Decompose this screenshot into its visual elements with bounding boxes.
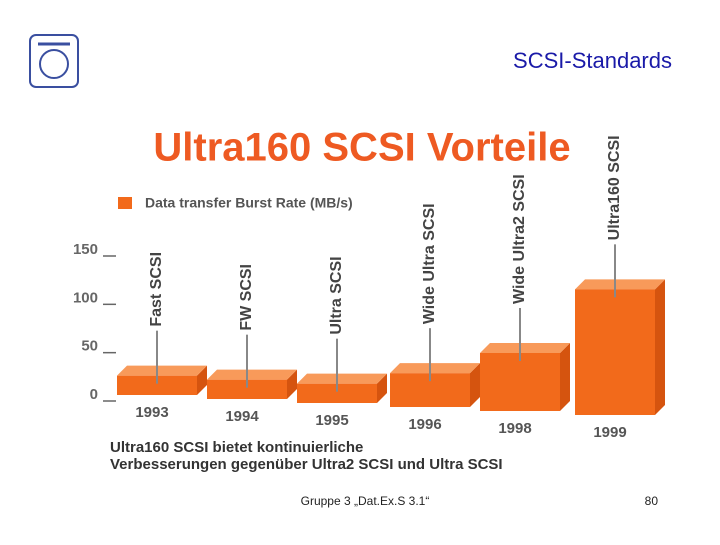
x-tick-label: 1998: [498, 420, 531, 437]
bar-label: FW SCSI: [238, 264, 255, 331]
y-tick-label: 0: [90, 386, 98, 403]
bar-label: Fast SCSI: [148, 252, 165, 327]
y-tick-label: 50: [81, 338, 98, 355]
bar: [207, 379, 287, 399]
bar-side: [287, 369, 297, 399]
bar-top: [480, 343, 570, 353]
bar: [117, 375, 197, 395]
y-tick-label: 150: [73, 241, 98, 258]
bar-label: Wide Ultra SCSI: [421, 203, 438, 324]
chart-title: Ultra160 SCSI Vorteile: [153, 126, 570, 170]
bar-top: [297, 373, 387, 384]
slide-title: SCSI-Standards: [513, 48, 672, 73]
page-number: 80: [645, 494, 659, 508]
bar-label: Ultra160 SCSI: [606, 135, 623, 240]
bar: [575, 289, 655, 415]
bar: [480, 353, 560, 411]
bar-side: [197, 365, 207, 395]
legend-swatch: [118, 197, 132, 209]
bar-label: Wide Ultra2 SCSI: [511, 174, 528, 304]
bar-label: Ultra SCSI: [328, 256, 345, 334]
x-tick-label: 1996: [408, 416, 441, 433]
bar-top: [390, 363, 480, 374]
x-tick-label: 1994: [225, 408, 259, 425]
bar-top: [575, 279, 665, 290]
legend-label: Data transfer Burst Rate (MB/s): [145, 195, 353, 211]
bar-side: [470, 363, 480, 407]
logo: [29, 34, 79, 88]
x-tick-label: 1995: [315, 412, 348, 429]
bar-side: [655, 279, 665, 415]
bar-side: [377, 373, 387, 403]
bar-top: [117, 365, 207, 376]
bar-side: [560, 343, 570, 411]
logo-emblem: [39, 49, 69, 79]
caption: Verbesserungen gegenüber Ultra2 SCSI und…: [110, 456, 503, 473]
footer: Gruppe 3 „Dat.Ex.S 3.1“: [301, 494, 430, 508]
caption: Ultra160 SCSI bietet kontinuierliche: [110, 439, 363, 456]
y-tick-label: 100: [73, 289, 98, 306]
logo-frame: [29, 34, 79, 88]
x-tick-label: 1999: [593, 424, 626, 441]
x-tick-label: 1993: [135, 404, 168, 421]
bar: [297, 383, 377, 403]
bar-top: [207, 369, 297, 380]
